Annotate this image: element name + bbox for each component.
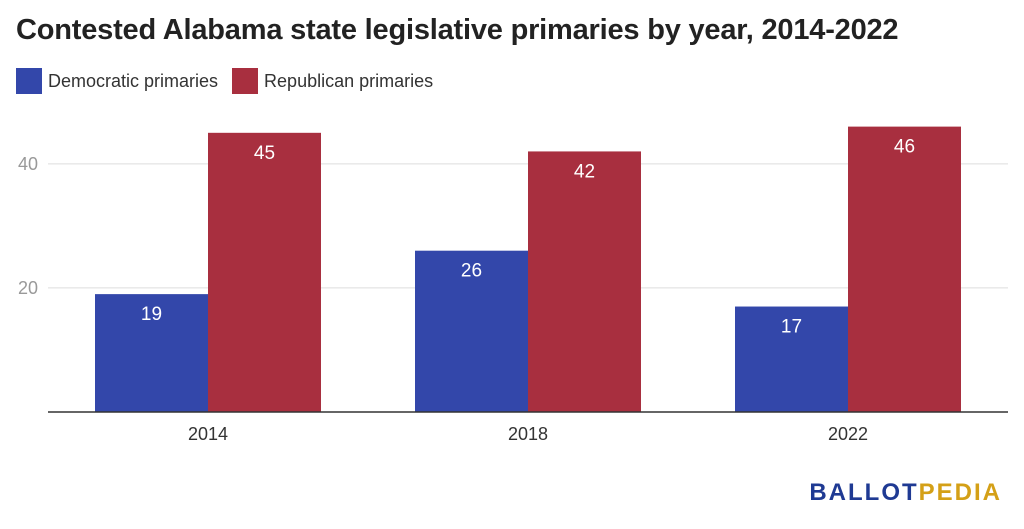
data-label-democratic-2022: 17	[781, 317, 802, 338]
data-label-democratic-2014: 19	[141, 304, 162, 325]
bar-republican-2014	[208, 132, 321, 412]
chart-title: Contested Alabama state legislative prim…	[16, 14, 899, 46]
bar-democratic-2022	[735, 306, 848, 412]
data-label-republican-2022: 46	[894, 137, 915, 158]
y-tick-label-20: 20	[18, 278, 38, 298]
y-tick-label-40: 40	[18, 154, 38, 174]
ballotpedia-logo: BALLOTPEDIA	[809, 479, 1002, 507]
legend-item-republican: Republican primaries	[232, 68, 433, 94]
bar-democratic-2018	[415, 250, 528, 412]
chart-legend: Democratic primaries Republican primarie…	[16, 68, 447, 94]
legend-swatch-democratic	[16, 68, 42, 94]
bar-chart: 20 40 19 45 2014 26 42 2018 17 46 2022	[18, 126, 1008, 444]
data-label-republican-2014: 45	[254, 143, 275, 164]
bar-republican-2018	[528, 151, 641, 412]
legend-label-republican: Republican primaries	[264, 70, 434, 91]
x-tick-label-2018: 2018	[508, 424, 548, 444]
data-label-democratic-2018: 26	[461, 261, 482, 282]
logo-pedia-text: PEDIA	[918, 479, 1002, 506]
bar-democratic-2014	[95, 294, 208, 412]
legend-label-democratic: Democratic primaries	[48, 70, 219, 91]
x-tick-label-2014: 2014	[188, 424, 228, 444]
bar-republican-2022	[848, 126, 961, 412]
data-label-republican-2018: 42	[574, 161, 595, 182]
x-tick-label-2022: 2022	[828, 424, 868, 444]
legend-swatch-republican	[232, 68, 259, 94]
logo-ballot-text: BALLOT	[809, 479, 919, 506]
legend-item-democratic: Democratic primaries	[16, 68, 218, 94]
